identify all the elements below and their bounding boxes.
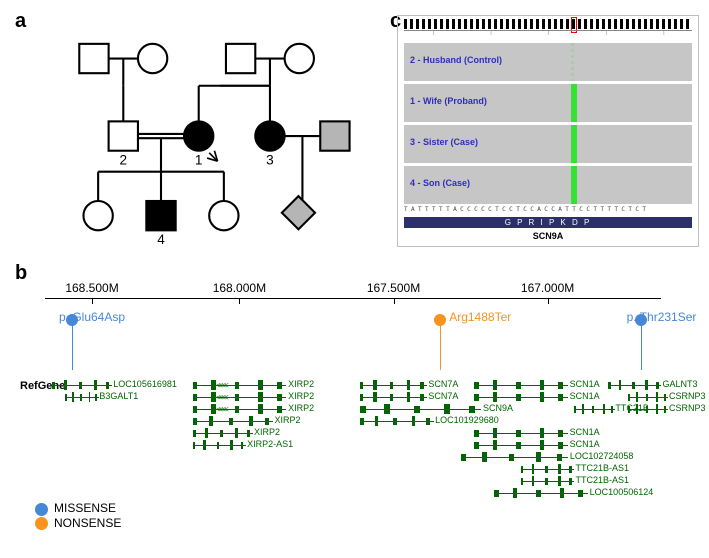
ideogram [404, 19, 692, 29]
gene-TTC21B: TTC21B [574, 404, 614, 414]
genome-browser: 168.500M 168.000M 167.500M 167.000M p. Glu6… [25, 280, 695, 530]
gene-TTC21B-AS1: TTC21B-AS1 [521, 476, 575, 486]
variant-label: p. Arg1488Ter [437, 310, 512, 324]
track-sample-label: 1 - Wife (Proband) [410, 96, 487, 106]
gene-XIRP2: XIRP2 [193, 416, 273, 426]
pedigree-g1-f2 [285, 44, 314, 73]
panel-label-a: a [15, 10, 26, 33]
track-sample-label: 3 - Sister (Case) [410, 137, 478, 147]
pedigree-g3-m1 [146, 201, 175, 230]
variant-column [571, 43, 574, 81]
variant-column [571, 125, 577, 163]
gene-LOC102724058: LOC102724058 [461, 452, 568, 462]
gene-B3GALT1: B3GALT1 [65, 392, 99, 402]
axis-tick-label: 168.500M [65, 281, 118, 295]
pedigree-g1-m2 [226, 44, 255, 73]
svg-text:2: 2 [119, 152, 127, 167]
pedigree-g2-f1 [184, 121, 213, 150]
gene-SCN7A: SCN7A [360, 392, 427, 402]
pedigree-g1-f1 [138, 44, 167, 73]
coverage-track-3: 4 - Son (Case) [404, 166, 692, 204]
axis [45, 298, 661, 299]
gene-XIRP2: <<<<XIRP2 [193, 380, 287, 390]
variant-legend: MISSENSE NONSENSE [35, 501, 121, 530]
gene-CSRNP3: CSRNP3 [628, 404, 668, 414]
igv-tracks-panel: ||||| 2 - Husband (Control) 1 - Wife (Pro… [397, 15, 699, 247]
gene-SCN9A: SCN9A [360, 404, 481, 414]
pedigree-g3-f2 [209, 201, 238, 230]
axis-tick-label: 167.000M [521, 281, 574, 295]
svg-text:3: 3 [266, 152, 274, 167]
coverage-track-0: 2 - Husband (Control) [404, 43, 692, 81]
svg-text:1: 1 [195, 152, 203, 167]
svg-text:4: 4 [157, 232, 165, 245]
pedigree-g2-m2 [320, 121, 349, 150]
coverage-track-2: 3 - Sister (Case) [404, 125, 692, 163]
gene-TTC21B-AS1: TTC21B-AS1 [521, 464, 575, 474]
track-sample-label: 4 - Son (Case) [410, 178, 470, 188]
gene-CSRNP3: CSRNP3 [628, 392, 668, 402]
gene-SCN7A: SCN7A [360, 380, 427, 390]
gene-XIRP2: XIRP2 [193, 428, 253, 438]
pedigree-g2-f2 [255, 121, 284, 150]
reference-sequence: TATTTTTACCCCCTCCTCCACCATTCCTTTTCTCT [404, 206, 692, 216]
gene-SCN1A: SCN1A [474, 440, 568, 450]
gene-GALNT3: GALNT3 [608, 380, 662, 390]
pedigree-g2-m1 [109, 121, 138, 150]
pedigree-g1-m1 [79, 44, 108, 73]
coverage-track-1: 1 - Wife (Proband) [404, 84, 692, 122]
variant-column [571, 84, 577, 122]
legend-missense: MISSENSE [35, 501, 121, 515]
genomic-ruler: ||||| [404, 30, 692, 40]
variant-label: p. Glu64Asp [59, 310, 125, 324]
gene-LOC101929680: LOC101929680 [360, 416, 434, 426]
gene-XIRP2: <<<<XIRP2 [193, 392, 287, 402]
variant-label: p. Thr231Ser [627, 310, 697, 324]
track-gene-name: SCN9A [398, 231, 698, 241]
pedigree-chart: 2 1 3 4 [35, 25, 375, 245]
variant-column [571, 166, 577, 204]
gene-XIRP2-AS1: XIRP2-AS1 [193, 440, 247, 450]
axis-tick-label: 168.000M [213, 281, 266, 295]
pedigree-g3-d1 [282, 196, 315, 229]
legend-nonsense: NONSENSE [35, 516, 121, 530]
gene-XIRP2: <<<<XIRP2 [193, 404, 287, 414]
gene-SCN1A: SCN1A [474, 428, 568, 438]
gene-SCN1A: SCN1A [474, 392, 568, 402]
gene-LOC105616981: LOC105616981 [52, 380, 112, 390]
track-sample-label: 2 - Husband (Control) [410, 55, 502, 65]
gene-LOC100506124: LOC100506124 [494, 488, 588, 498]
pedigree-g3-f1 [83, 201, 112, 230]
axis-tick-label: 167.500M [367, 281, 420, 295]
gene-SCN1A: SCN1A [474, 380, 568, 390]
aa-band: G P R I P K D P [404, 217, 692, 228]
